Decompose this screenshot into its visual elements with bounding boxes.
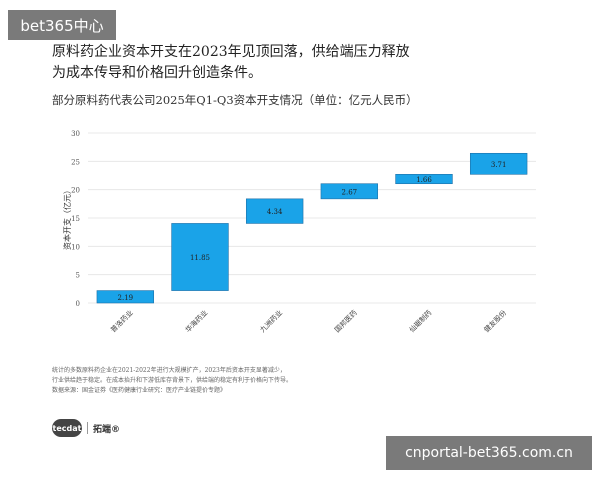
- x-tick-label-5: 健友股份: [482, 308, 508, 334]
- bar-value-label-3: 2.67: [342, 188, 358, 196]
- chart-title: 部分原料药代表公司2025年Q1-Q3资本开支情况（单位：亿元人民币）: [52, 93, 418, 107]
- headline-line-1: 原料药企业资本开支在2023年见顶回落，供给端压力释放: [52, 44, 410, 60]
- bar-value-label-4: 1.66: [416, 176, 432, 184]
- bar-1: [171, 223, 229, 291]
- x-tick-label-4: 仙琚制药: [407, 308, 433, 334]
- bar-4: [395, 174, 453, 185]
- watermark-bottom: cnportal-bet365.com.cn: [386, 436, 592, 470]
- logo-text: 拓端®: [93, 424, 121, 435]
- y-tick-label-0: 0: [76, 300, 80, 308]
- headline: 原料药企业资本开支在2023年见顶回落，供给端压力释放 为成本传导和价格回升创造…: [52, 42, 472, 84]
- bar-value-label-1: 11.85: [190, 254, 210, 262]
- footnotes: 统计的多数原料药企业在2021-2022年进行大规模扩产，2023年后资本开支显…: [52, 366, 382, 396]
- bar-value-label-2: 4.34: [267, 208, 283, 216]
- y-tick-label-2: 10: [71, 243, 80, 251]
- y-tick-label-6: 30: [71, 130, 80, 138]
- tecdat-logo-badge: tecdat: [52, 419, 82, 437]
- brand-logo: tecdat 拓端®: [52, 419, 120, 437]
- headline-line-2: 为成本传导和价格回升创造条件。: [52, 65, 262, 81]
- bar-5: [469, 152, 528, 175]
- x-tick-label-3: 国邦医药: [333, 308, 359, 334]
- bar-0: [96, 290, 155, 304]
- y-tick-label-5: 25: [71, 158, 80, 166]
- bar-3: [320, 183, 379, 200]
- logo-divider: [87, 422, 88, 434]
- y-tick-label-1: 5: [76, 272, 80, 280]
- x-tick-label-2: 九洲药业: [258, 308, 284, 334]
- y-tick-label-3: 15: [71, 215, 80, 223]
- bar-value-label-5: 3.71: [491, 161, 507, 169]
- bar-value-label-0: 2.19: [118, 294, 134, 302]
- y-tick-label-4: 20: [71, 187, 80, 195]
- y-axis-label: 资本开支（亿元）: [62, 186, 72, 250]
- x-tick-label-0: 普洛药业: [109, 308, 135, 334]
- watermark-top: bet365中心: [8, 10, 116, 40]
- footnote-source: 数据来源：国金证券《医药健康行业研究：医疗产业链提价专题》: [52, 387, 227, 394]
- bar-2: [245, 198, 304, 224]
- x-tick-label-1: 华海药业: [183, 308, 209, 334]
- footnote-1: 统计的多数原料药企业在2021-2022年进行大规模扩产，2023年后资本开支显…: [52, 367, 286, 374]
- footnote-2: 行业供给趋于稳定。在成本抬升和下游低库存背景下，供给端的稳定有利于价格向下传导。: [52, 377, 293, 384]
